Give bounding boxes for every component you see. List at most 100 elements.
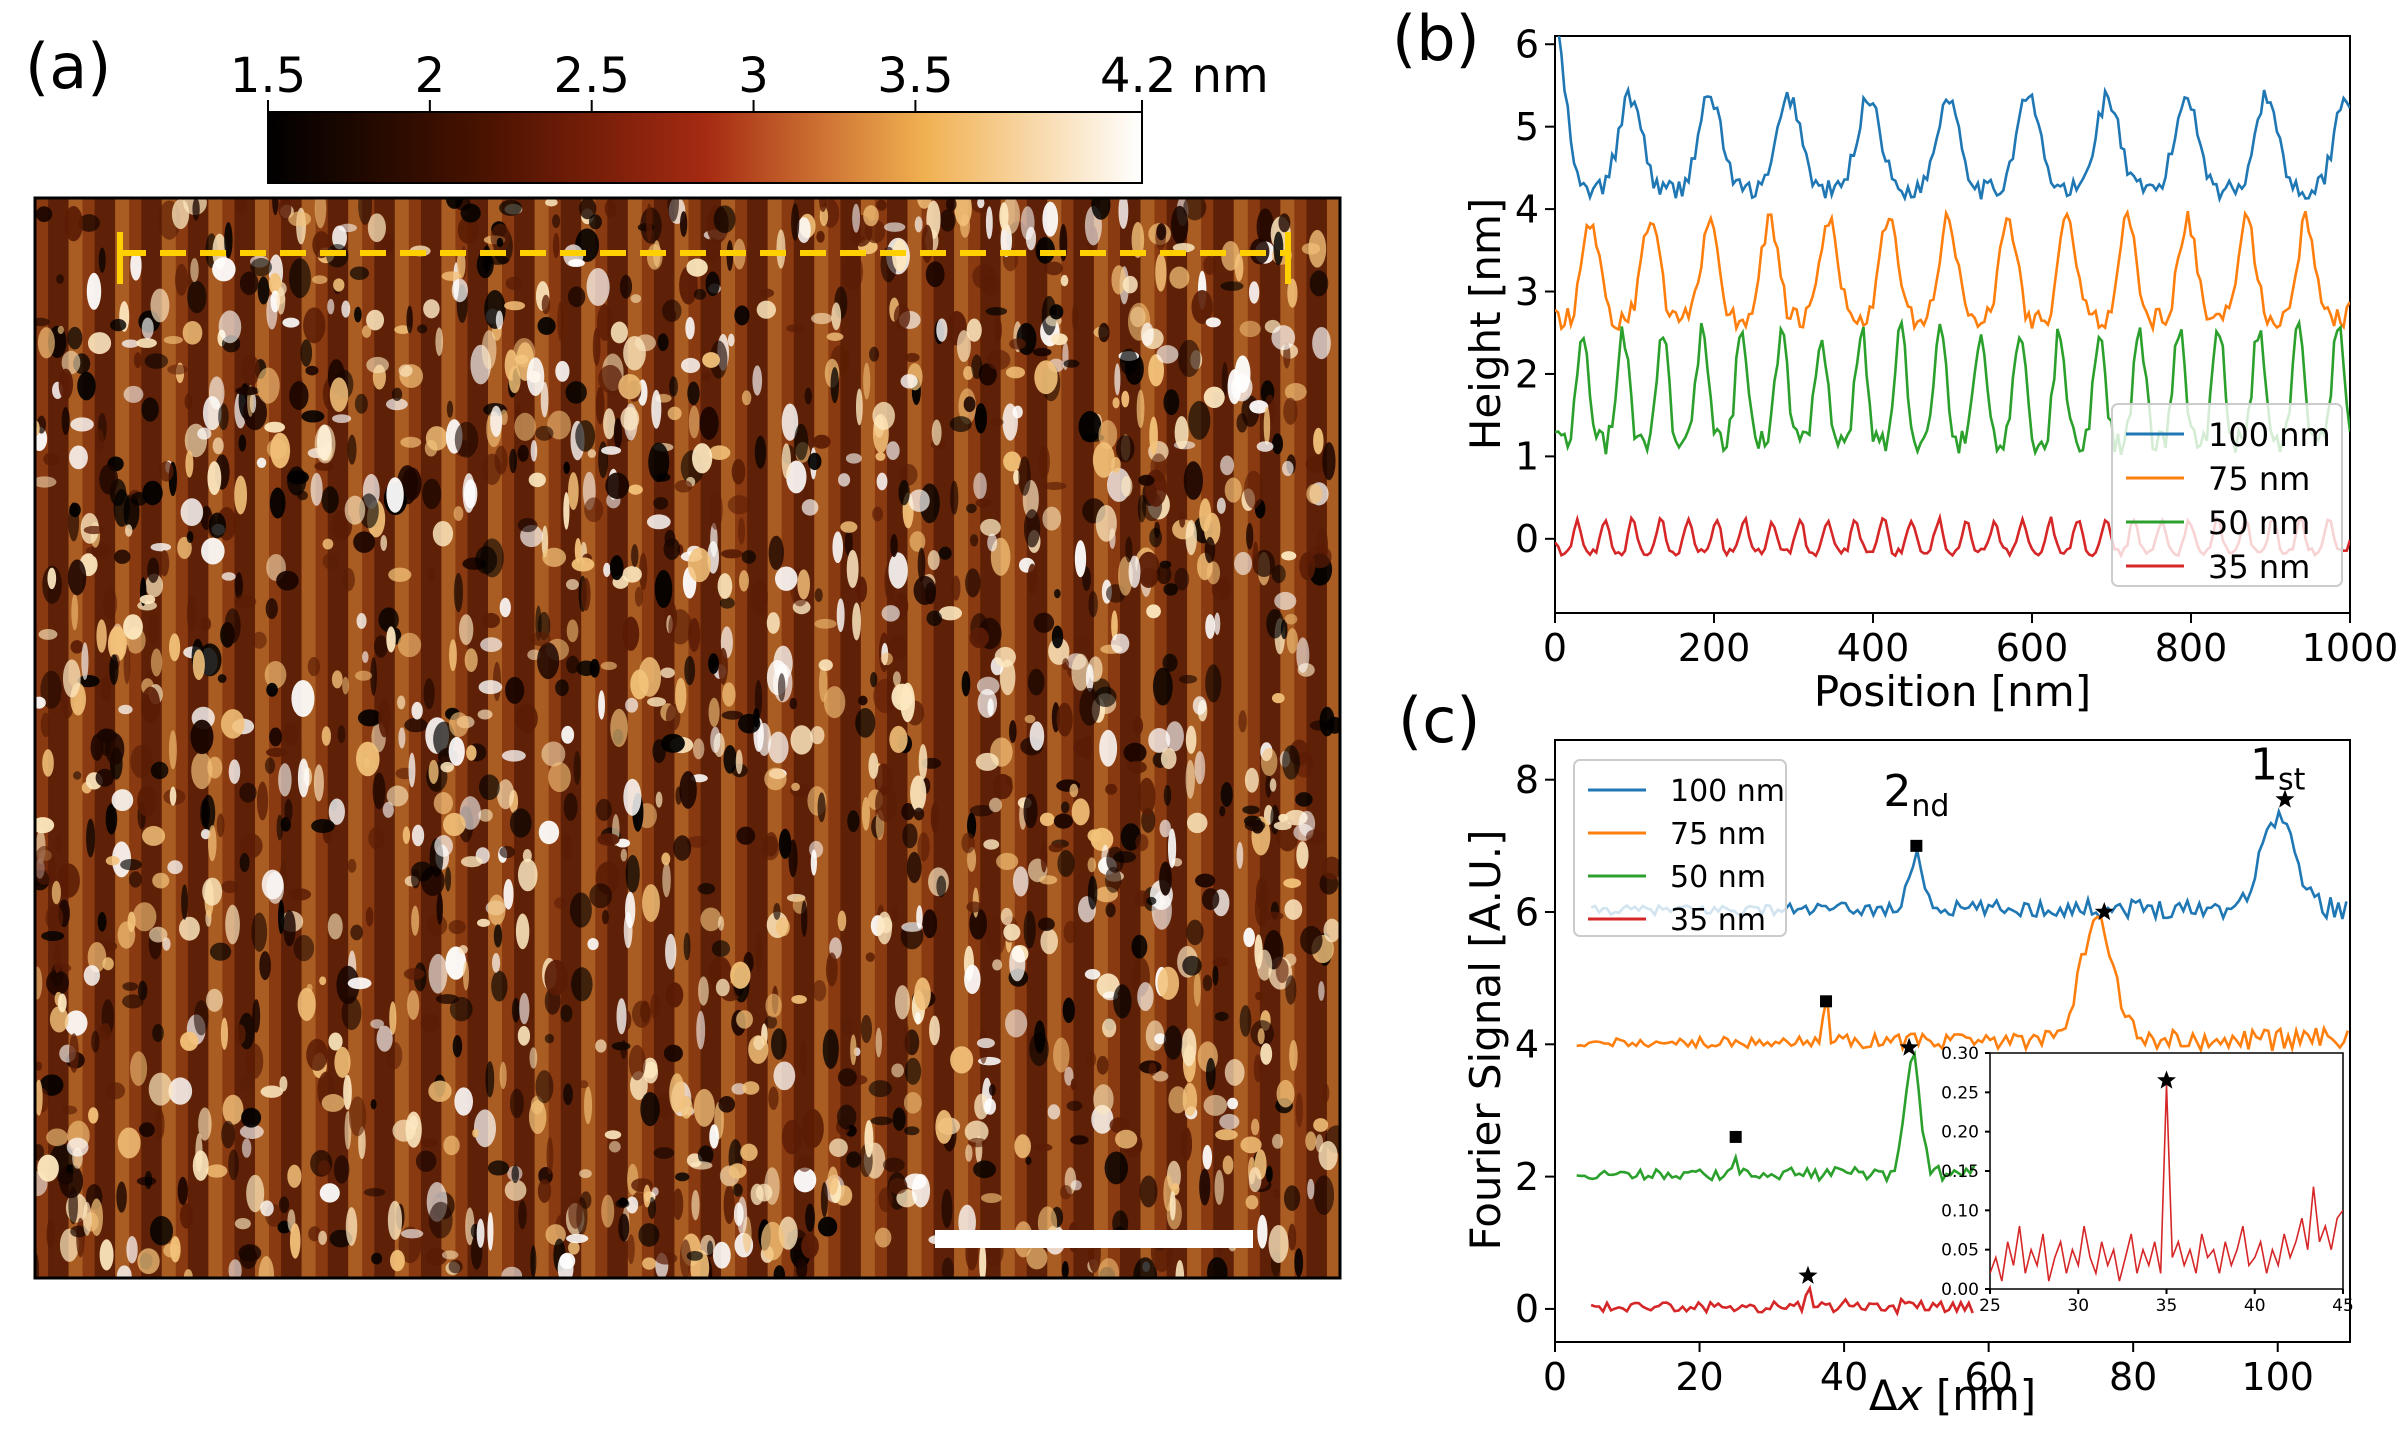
afm-grain [969, 534, 979, 547]
afm-grain [445, 198, 463, 209]
afm-grain [427, 567, 436, 583]
afm-grain [1248, 281, 1260, 304]
afm-grain [812, 434, 831, 449]
afm-grain [742, 1081, 760, 1095]
afm-grain [102, 587, 118, 620]
afm-grain [1023, 509, 1041, 548]
afm-grain [454, 421, 479, 458]
afm-grain [625, 697, 639, 713]
afm-grain [482, 245, 492, 274]
afm-grain [643, 1184, 651, 1208]
afm-grain [1131, 934, 1148, 959]
afm-grain [1062, 997, 1075, 1024]
afm-grain [422, 478, 442, 510]
afm-grain [734, 305, 750, 326]
afm-grain [791, 994, 807, 1004]
afm-grain [132, 902, 157, 932]
afm-grain [646, 514, 671, 530]
y-tick-label: 0.30 [1941, 1044, 1979, 1064]
afm-grain [702, 352, 720, 368]
afm-grain [1236, 413, 1248, 433]
afm-grain [1066, 1100, 1083, 1112]
afm-grain [1113, 984, 1132, 1019]
afm-grain [1112, 397, 1120, 409]
afm-grain [662, 299, 682, 323]
afm-grain [1159, 861, 1172, 896]
afm-grain [565, 381, 587, 404]
afm-grain [261, 869, 284, 900]
afm-grain [478, 809, 493, 822]
x-label-unit: [nm] [1922, 1371, 2036, 1420]
afm-grain [1244, 767, 1259, 793]
afm-grain [443, 812, 466, 837]
afm-grain [307, 656, 321, 677]
afm-grain [618, 1213, 630, 1242]
afm-grain [797, 1154, 812, 1172]
afm-grain [632, 1000, 652, 1028]
afm-grain [1185, 759, 1195, 799]
afm-grain [1025, 1156, 1032, 1165]
annotation-number: 1 [2250, 740, 2278, 791]
afm-grain [555, 679, 569, 697]
afm-grain [186, 531, 194, 543]
afm-grain [1163, 784, 1172, 806]
afm-grain [259, 951, 271, 981]
afm-grain [123, 385, 144, 403]
afm-grain [989, 797, 1002, 813]
afm-grain [221, 572, 236, 581]
afm-grain [722, 682, 736, 707]
afm-grain [586, 267, 610, 307]
afm-grain [487, 1211, 494, 1251]
afm-grain [466, 745, 477, 761]
afm-grain [861, 796, 870, 831]
afm-grain [332, 414, 352, 424]
afm-grain [852, 203, 861, 233]
afm-grain [1274, 591, 1297, 611]
afm-grain [508, 365, 521, 394]
afm-grain [1289, 1039, 1298, 1072]
afm-grain [376, 1025, 393, 1052]
afm-grain [256, 457, 267, 468]
afm-grain [208, 376, 225, 410]
afm-grain [1146, 896, 1157, 906]
afm-grain [305, 365, 319, 376]
afm-grain [1125, 536, 1133, 563]
afm-grain [380, 233, 395, 255]
afm-grain [154, 1108, 165, 1141]
afm-grain [433, 792, 453, 815]
afm-grain [1123, 742, 1147, 763]
afm-grain [983, 839, 1000, 850]
afm-grain [251, 631, 267, 649]
afm-bright-stripe [954, 198, 969, 1278]
afm-grain [977, 688, 998, 718]
afm-grain [378, 607, 399, 633]
afm-grain [801, 1233, 819, 1259]
afm-grain [1037, 917, 1055, 932]
afm-grain [931, 419, 942, 446]
x-tick-label: 40 [1820, 1355, 1868, 1399]
afm-grain [1148, 354, 1165, 387]
afm-grain [241, 1107, 262, 1128]
afm-grain [938, 606, 963, 621]
afm-grain [985, 206, 993, 240]
afm-grain [773, 902, 781, 920]
afm-grain [448, 919, 466, 935]
afm-grain [222, 1094, 244, 1125]
afm-grain [528, 472, 546, 488]
afm-grain [675, 677, 687, 714]
afm-grain [807, 452, 822, 471]
afm-grain [951, 575, 961, 601]
afm-grain [797, 569, 810, 600]
afm-grain [64, 205, 83, 242]
afm-grain [1084, 969, 1101, 980]
afm-grain [234, 572, 243, 600]
afm-grain [367, 213, 386, 243]
afm-grain [595, 1039, 607, 1053]
afm-grain [548, 762, 571, 793]
afm-grain [916, 905, 923, 929]
afm-grain [503, 878, 514, 910]
afm-grain [797, 217, 811, 243]
afm-grain [1013, 866, 1029, 897]
afm-grain [349, 266, 370, 280]
afm-grain [297, 758, 310, 798]
